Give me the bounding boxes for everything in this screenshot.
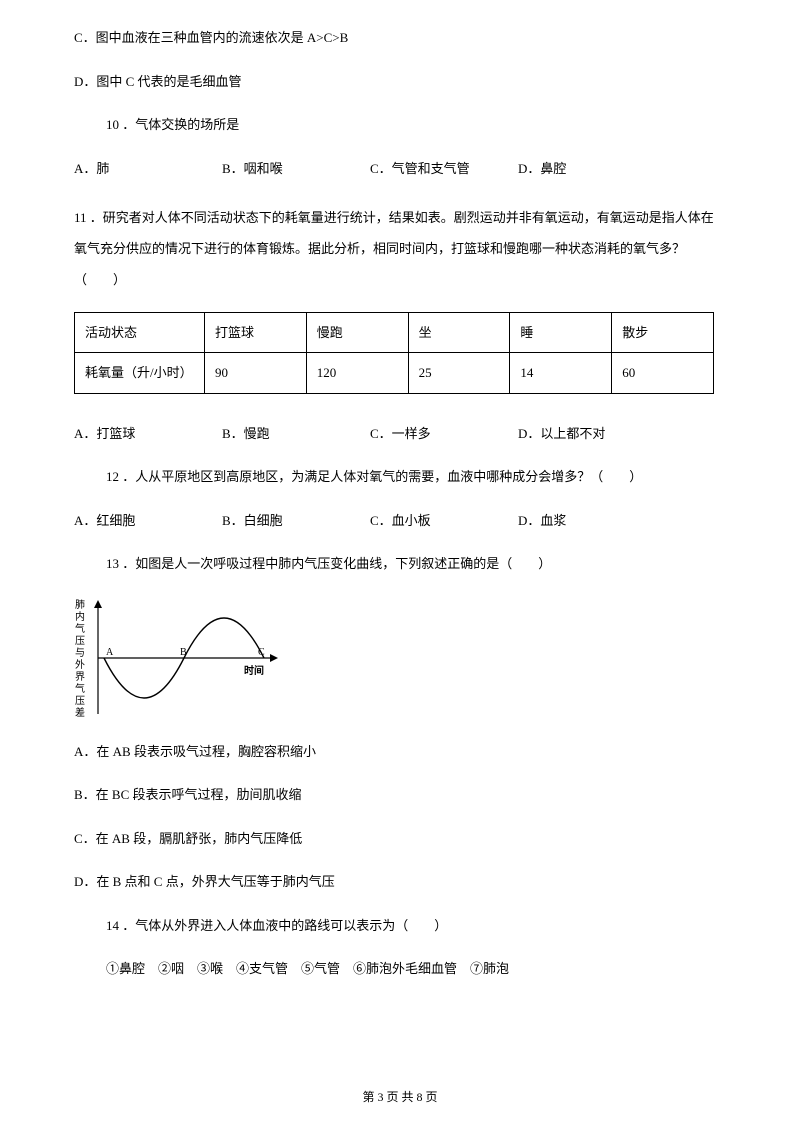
table-cell: 慢跑 [306, 312, 408, 353]
svg-text:A: A [106, 647, 114, 658]
table-cell: 60 [612, 353, 714, 394]
table-cell: 打篮球 [205, 312, 307, 353]
q11-options: A．打篮球 B．慢跑 C．一样多 D．以上都不对 [74, 424, 726, 444]
table-cell: 坐 [408, 312, 510, 353]
table-cell: 睡 [510, 312, 612, 353]
q11-opt-b[interactable]: B．慢跑 [222, 424, 370, 444]
q12-options: A．红细胞 B．白细胞 C．血小板 D．血浆 [74, 511, 726, 531]
table-cell: 25 [408, 353, 510, 394]
q13-chart: 肺内气压与外界气压差 A B C 时间 [74, 598, 284, 718]
table-cell: 14 [510, 353, 612, 394]
q14-stem: 14 ．气体从外界进入人体血液中的路线可以表示为（ ） [74, 916, 726, 936]
table-cell: 120 [306, 353, 408, 394]
q13-opt-b[interactable]: B．在 BC 段表示呼气过程，肋间肌收缩 [74, 785, 726, 805]
q10-stem: 10 ．气体交换的场所是 [74, 115, 726, 135]
q12-stem: 12 ．人从平原地区到高原地区，为满足人体对氧气的需要，血液中哪种成分会增多？（… [74, 467, 726, 487]
q13-opt-c[interactable]: C．在 AB 段，膈肌舒张，肺内气压降低 [74, 829, 726, 849]
q10-opt-a[interactable]: A．肺 [74, 159, 222, 179]
q13-opt-d[interactable]: D．在 B 点和 C 点，外界大气压等于肺内气压 [74, 872, 726, 892]
svg-text:C: C [258, 647, 265, 658]
q12-opt-a[interactable]: A．红细胞 [74, 511, 222, 531]
q12-opt-c[interactable]: C．血小板 [370, 511, 518, 531]
table-cell: 90 [205, 353, 307, 394]
table-row: 活动状态 打篮球 慢跑 坐 睡 散步 [75, 312, 714, 353]
q13-opt-a[interactable]: A．在 AB 段表示吸气过程，胸腔容积缩小 [74, 742, 726, 762]
q11-table: 活动状态 打篮球 慢跑 坐 睡 散步 耗氧量（升/小时） 90 120 25 1… [74, 312, 714, 394]
pressure-curve-icon: A B C 时间 [74, 598, 284, 718]
q14-items: ①鼻腔 ②咽 ③喉 ④支气管 ⑤气管 ⑥肺泡外毛细血管 ⑦肺泡 [74, 959, 726, 979]
q12-opt-d[interactable]: D．血浆 [518, 511, 666, 531]
q10-opt-d[interactable]: D．鼻腔 [518, 159, 666, 179]
table-cell: 散步 [612, 312, 714, 353]
table-row: 耗氧量（升/小时） 90 120 25 14 60 [75, 353, 714, 394]
q10-opt-b[interactable]: B．咽和喉 [222, 159, 370, 179]
page-footer: 第 3 页 共 8 页 [0, 1088, 800, 1106]
q10-options: A．肺 B．咽和喉 C．气管和支气管 D．鼻腔 [74, 159, 726, 179]
q10-opt-c[interactable]: C．气管和支气管 [370, 159, 518, 179]
option-d: D．图中 C 代表的是毛细血管 [74, 72, 726, 92]
svg-text:B: B [180, 647, 187, 658]
table-cell: 活动状态 [75, 312, 205, 353]
svg-text:时间: 时间 [244, 664, 264, 677]
table-cell: 耗氧量（升/小时） [75, 353, 205, 394]
q11-stem: 11 ．研究者对人体不同活动状态下的耗氧量进行统计，结果如表。剧烈运动并非有氧运… [74, 202, 726, 296]
q13-stem: 13 ．如图是人一次呼吸过程中肺内气压变化曲线，下列叙述正确的是（ ） [74, 554, 726, 574]
q11-opt-c[interactable]: C．一样多 [370, 424, 518, 444]
q12-opt-b[interactable]: B．白细胞 [222, 511, 370, 531]
option-c: C．图中血液在三种血管内的流速依次是 A>C>B [74, 28, 726, 48]
q11-opt-d[interactable]: D．以上都不对 [518, 424, 666, 444]
q11-opt-a[interactable]: A．打篮球 [74, 424, 222, 444]
